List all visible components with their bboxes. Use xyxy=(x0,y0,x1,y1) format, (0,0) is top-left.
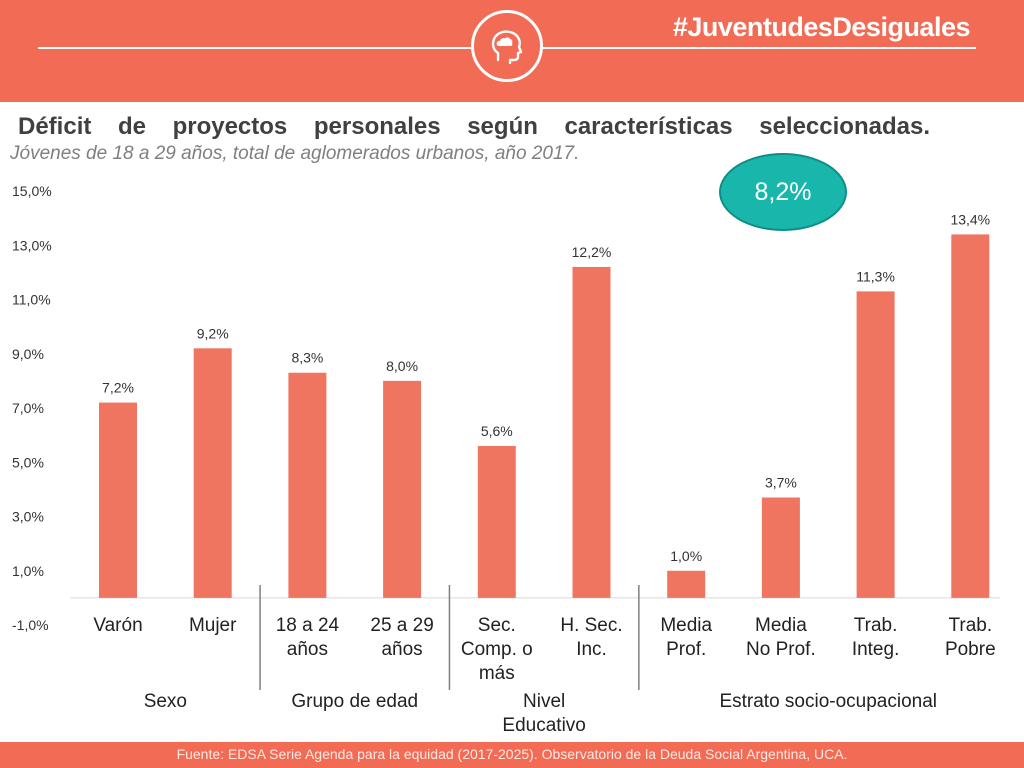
bar xyxy=(383,380,422,598)
category-label: Comp. o xyxy=(461,639,533,660)
category-label: Inc. xyxy=(576,639,607,660)
category-label: 25 a 29 xyxy=(370,615,433,636)
y-tick-label: 11,0% xyxy=(12,292,51,308)
y-tick-label: 9,0% xyxy=(12,346,44,362)
data-label: 5,6% xyxy=(481,423,513,439)
category-label: Trab. xyxy=(948,615,992,636)
y-tick-label: 13,0% xyxy=(12,237,52,253)
data-label: 1,0% xyxy=(670,548,702,564)
bar xyxy=(667,570,706,598)
group-label: Grupo de edad xyxy=(291,691,418,712)
y-tick-label: 15,0% xyxy=(12,183,52,199)
data-label: 9,2% xyxy=(197,325,229,341)
data-label: 8,3% xyxy=(291,350,323,366)
category-label: H. Sec. xyxy=(560,615,622,636)
data-label: 3,7% xyxy=(765,475,797,491)
category-label: Varón xyxy=(93,615,142,636)
category-label: Integ. xyxy=(852,639,900,660)
header-icon-circle xyxy=(471,10,543,82)
bar xyxy=(761,497,800,598)
bar xyxy=(193,348,232,598)
category-label: Pobre xyxy=(945,639,996,660)
category-label: Media xyxy=(755,615,807,636)
bar xyxy=(951,234,990,598)
y-tick-label: 1,0% xyxy=(12,563,44,579)
group-label: Estrato socio-ocupacional xyxy=(719,691,937,712)
category-label: 18 a 24 xyxy=(276,615,340,636)
data-label: 11,3% xyxy=(856,268,895,284)
y-tick-label: -1,0% xyxy=(12,617,49,633)
source-note: Fuente: EDSA Serie Agenda para la equida… xyxy=(176,746,848,762)
group-label: Educativo xyxy=(502,715,585,736)
bar xyxy=(572,266,611,598)
bar xyxy=(288,372,327,598)
category-label: años xyxy=(381,639,422,660)
hashtag-title: #JuventudesDesiguales xyxy=(672,12,971,42)
category-label: Mujer xyxy=(189,615,237,636)
data-label: 12,2% xyxy=(572,244,612,260)
total-average-badge: 8,2% xyxy=(719,153,847,231)
category-label: Trab. xyxy=(854,615,898,636)
bar xyxy=(856,291,895,598)
category-label: No Prof. xyxy=(746,639,816,660)
data-label: 7,2% xyxy=(102,380,134,396)
chart-title: Déficit de proyectos personales según ca… xyxy=(18,113,930,140)
y-tick-label: 3,0% xyxy=(12,509,44,525)
bar xyxy=(477,445,516,598)
y-tick-label: 7,0% xyxy=(12,400,44,416)
y-tick-label: 5,0% xyxy=(12,454,44,470)
data-label: 13,4% xyxy=(950,211,990,227)
bar-chart: -1,0% 1,0% 3,0% 5,0% 7,0% 9,0% 11,0% 13,0% 15,0%… xyxy=(12,183,1000,736)
footer-banner: Fuente: EDSA Serie Agenda para la equida… xyxy=(0,742,1024,768)
data-label: 8,0% xyxy=(386,358,418,374)
category-label: Media xyxy=(660,615,712,636)
bar xyxy=(99,402,137,598)
head-cloud-icon xyxy=(491,30,523,65)
group-label: Sexo xyxy=(144,691,187,712)
chart-subtitle: Jóvenes de 18 a 29 años, total de aglome… xyxy=(10,143,580,164)
category-label: más xyxy=(479,663,515,684)
category-label: Prof. xyxy=(666,639,706,660)
header-banner: #JuventudesDesiguales xyxy=(0,0,1024,102)
category-label: años xyxy=(287,639,328,660)
group-label: Nivel xyxy=(523,691,565,712)
category-label: Sec. xyxy=(478,615,516,636)
